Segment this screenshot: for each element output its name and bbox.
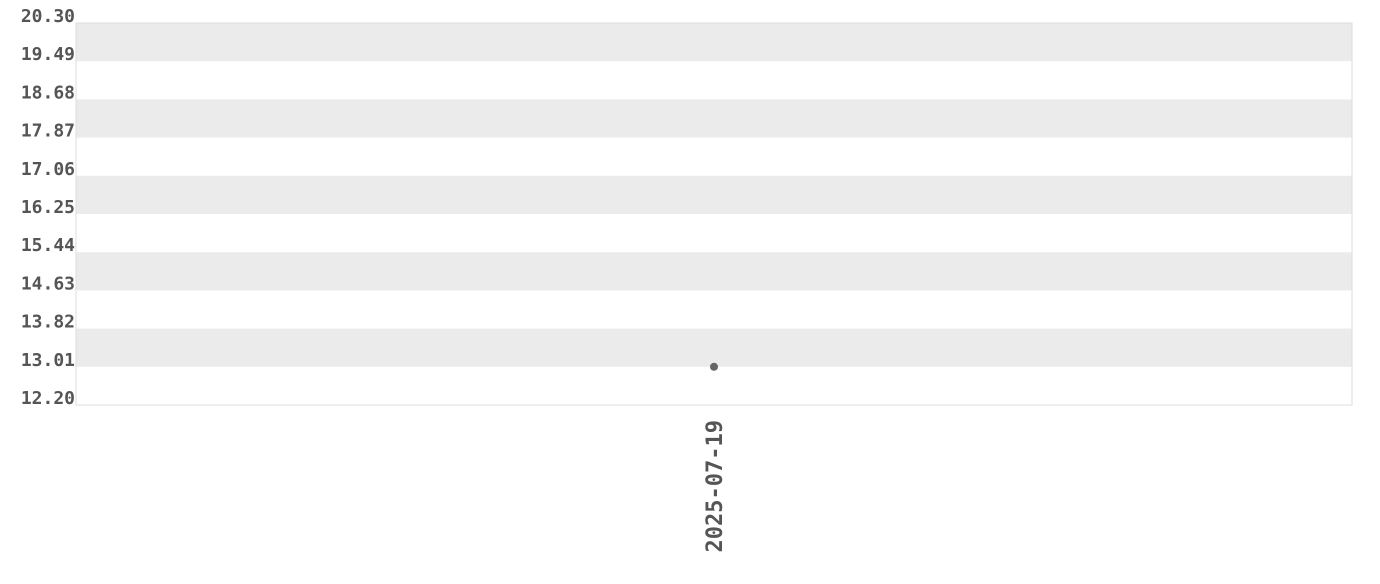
y-tick-label: 17.87 xyxy=(21,121,75,142)
y-tick-label: 15.44 xyxy=(21,235,75,256)
y-tick-label: 13.82 xyxy=(21,312,75,333)
grid-band xyxy=(76,23,1352,62)
y-tick-label: 19.49 xyxy=(21,44,75,65)
grid-band xyxy=(76,99,1352,138)
y-tick-label: 20.30 xyxy=(21,6,75,27)
grid-band xyxy=(76,328,1352,367)
y-tick-label: 12.20 xyxy=(21,388,75,409)
y-tick-label: 14.63 xyxy=(21,273,75,294)
grid-band xyxy=(76,252,1352,291)
y-tick-label: 17.06 xyxy=(21,159,75,180)
data-point xyxy=(710,362,718,371)
y-tick-label: 18.68 xyxy=(21,82,75,103)
y-tick-label: 16.25 xyxy=(21,197,75,218)
y-tick-label: 13.01 xyxy=(21,350,75,371)
x-tick-label: 2025-07-19 xyxy=(703,420,728,552)
plot-border xyxy=(75,22,1353,406)
grid-band xyxy=(76,175,1352,214)
